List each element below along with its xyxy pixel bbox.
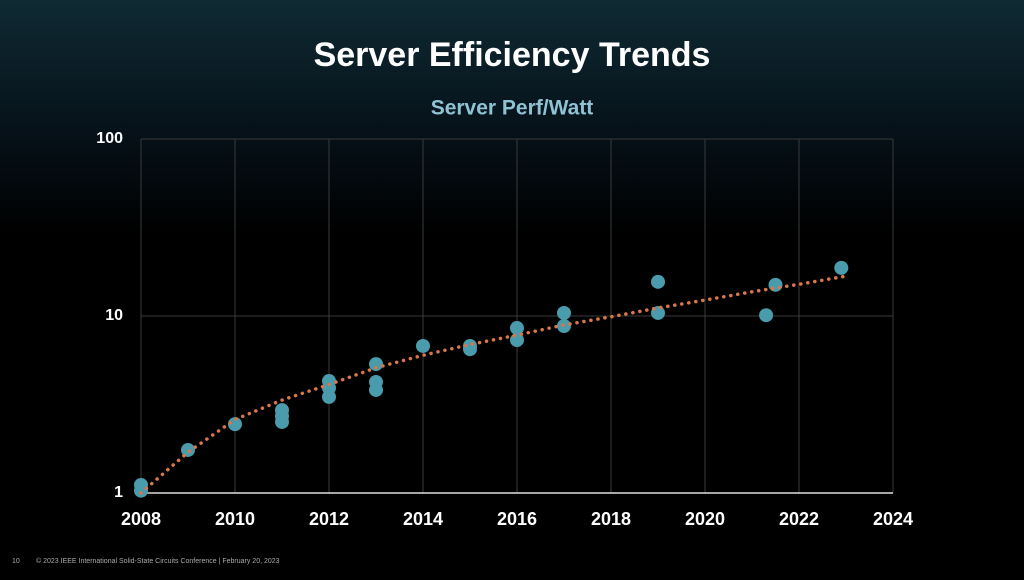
point <box>759 308 774 323</box>
point <box>369 357 383 372</box>
x-tick-label: 2020 <box>685 509 725 529</box>
y-tick-label: 1 <box>114 484 123 501</box>
point <box>322 389 336 404</box>
y-tick-label: 10 <box>105 307 123 324</box>
point <box>369 382 383 397</box>
slide-title: Server Efficiency Trends <box>314 36 711 74</box>
footer: © 2023 IEEE International Solid-State Ci… <box>36 557 280 565</box>
x-tick-label: 2010 <box>215 509 255 529</box>
point <box>651 274 665 289</box>
point <box>228 417 242 432</box>
x-tick-label: 2016 <box>497 509 537 529</box>
point <box>181 442 195 457</box>
x-tick-label: 2022 <box>779 509 819 529</box>
point <box>416 338 430 353</box>
point <box>275 414 289 429</box>
x-tick-label: 2008 <box>121 509 161 529</box>
x-tick-label: 2014 <box>403 509 443 529</box>
point <box>510 321 524 336</box>
y-tick-label: 100 <box>96 130 123 147</box>
x-tick-label: 2018 <box>591 509 631 529</box>
x-tick-label: 2012 <box>309 509 349 529</box>
point <box>557 305 571 320</box>
x-tick-label: 2024 <box>873 509 913 529</box>
point <box>768 277 783 292</box>
page-number: 10 <box>12 558 20 565</box>
trend-line <box>139 274 848 495</box>
point <box>134 483 148 498</box>
chart-title: Server Perf/Watt <box>431 97 594 120</box>
point <box>834 260 849 275</box>
